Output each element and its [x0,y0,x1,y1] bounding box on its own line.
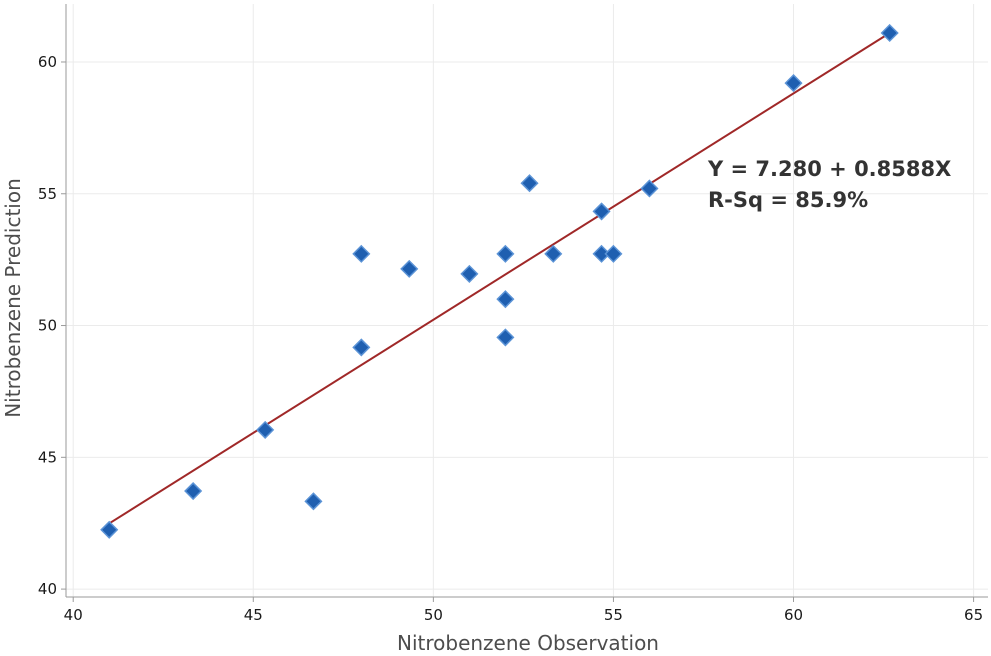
data-point [496,328,515,347]
data-point [880,23,899,43]
data-point [604,244,623,263]
x-tick-label: 45 [244,606,263,624]
y-tick-label: 45 [38,448,57,466]
data-point [460,264,479,283]
y-tick-label: 60 [38,53,57,71]
regression-equation: Y = 7.280 + 0.8588X [707,157,951,181]
data-point [496,244,515,263]
data-point [184,481,203,501]
data-point [592,202,611,221]
data-points [100,23,899,539]
fit-line [108,32,891,525]
data-point [544,244,563,263]
data-point [400,259,419,278]
data-point [352,244,371,263]
y-tick-label: 55 [38,185,57,203]
data-point [520,174,539,193]
data-point [496,290,515,309]
data-point [592,244,611,263]
x-tick-label: 60 [784,606,803,624]
x-tick-label: 50 [424,606,443,624]
y-tick-label: 50 [38,317,57,335]
x-axis-title: Nitrobenzene Observation [397,631,659,655]
tick-labels: 40 45 50 55 60 65 40 45 50 55 60 [38,53,983,624]
data-point [256,420,275,439]
x-tick-label: 65 [964,606,983,624]
x-tick-label: 55 [604,606,623,624]
grid-lines [66,4,988,597]
y-axis-title: Nitrobenzene Prediction [1,178,25,418]
data-point [784,74,803,93]
fit-line-group [108,32,891,525]
data-point [640,179,659,198]
data-point [100,520,119,539]
axes [65,4,988,598]
x-tick-label: 40 [64,606,83,624]
data-point [304,492,323,511]
data-point [352,338,371,357]
y-tick-label: 40 [38,580,57,598]
r-squared-label: R-Sq = 85.9% [708,188,868,212]
